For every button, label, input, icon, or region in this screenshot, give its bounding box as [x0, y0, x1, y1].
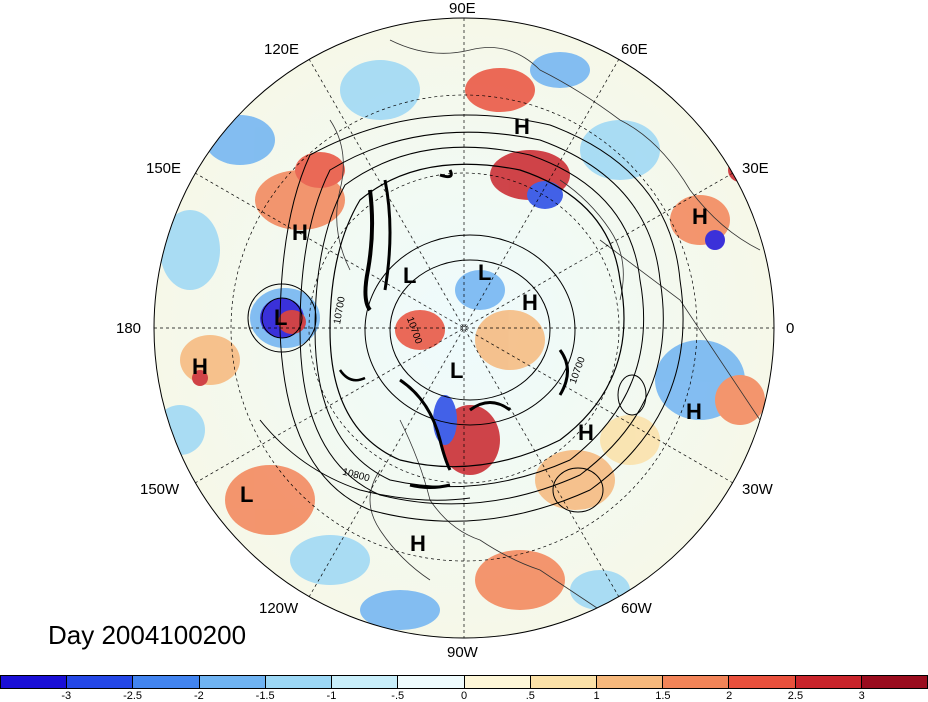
height-contours	[247, 114, 684, 522]
high-center: H	[686, 399, 702, 424]
colorbar-segment	[861, 676, 928, 688]
high-center: H	[192, 354, 208, 379]
lon-label-60w: 60W	[621, 600, 652, 617]
colorbar-segment	[67, 676, 134, 688]
map-boundary	[153, 17, 775, 639]
colorbar-tick-label: .5	[525, 690, 535, 702]
polar-stereographic-map	[153, 17, 775, 639]
colorbar-tick-label: 0	[460, 690, 468, 702]
colorbar-tick-label: -2.5	[123, 690, 143, 702]
lon-label-60e: 60E	[621, 41, 648, 58]
low-center: L	[450, 358, 464, 383]
colorbar-tick-label: 3	[858, 690, 865, 702]
colorbar-segment	[332, 676, 399, 688]
colorbar-segment	[729, 676, 796, 688]
low-center: L	[403, 263, 417, 288]
colorbar-segment	[398, 676, 465, 688]
lon-label-120w: 120W	[259, 600, 299, 617]
colorbar-tick-label: 2	[726, 690, 733, 702]
colorbar-tick-label: 1.5	[655, 690, 671, 702]
lon-label-150e: 150E	[146, 160, 182, 177]
lon-label-30e: 30E	[742, 160, 769, 177]
colorbar-tick-label: 1	[593, 690, 600, 702]
day-label: Day 2004100200	[48, 620, 247, 650]
lon-label-150w: 150W	[140, 481, 180, 498]
colorbar-tick-label: -.5	[391, 690, 405, 702]
high-center: H	[514, 114, 530, 139]
colorbar-segment	[464, 676, 531, 688]
colorbar-tick-label: -1.5	[255, 690, 275, 702]
low-center: L	[240, 482, 254, 507]
low-center: L	[274, 305, 288, 330]
lon-label-90e: 90E	[449, 0, 476, 17]
high-center: H	[410, 531, 426, 556]
colorbar-segment	[199, 676, 266, 688]
colorbar-segment	[596, 676, 664, 688]
lon-label-0: 0	[786, 320, 795, 337]
lon-label-30w: 30W	[742, 481, 773, 498]
high-center: H	[692, 204, 708, 229]
colorbar-segment	[795, 676, 862, 688]
colorbar-tick-label: -2	[193, 690, 204, 702]
graticule	[154, 18, 774, 638]
lon-label-180: 180	[116, 320, 142, 337]
high-center: H	[578, 420, 594, 445]
colorbar-segment	[265, 676, 333, 688]
colorbar-segment	[1, 676, 68, 688]
colorbar-tick-label: -1	[326, 690, 337, 702]
colorbar	[0, 675, 928, 689]
lon-label-90w: 90W	[447, 644, 478, 661]
colorbar-tick-label: -3	[61, 690, 72, 702]
colorbar-segment	[530, 676, 597, 688]
high-center: H	[522, 290, 538, 315]
colorbar-segment	[133, 676, 200, 688]
colorbar-segment	[663, 676, 730, 688]
colorbar-tick-label: 2.5	[787, 690, 804, 702]
lon-label-120e: 120E	[264, 41, 300, 58]
low-center: L	[478, 260, 492, 285]
high-center: H	[292, 220, 308, 245]
